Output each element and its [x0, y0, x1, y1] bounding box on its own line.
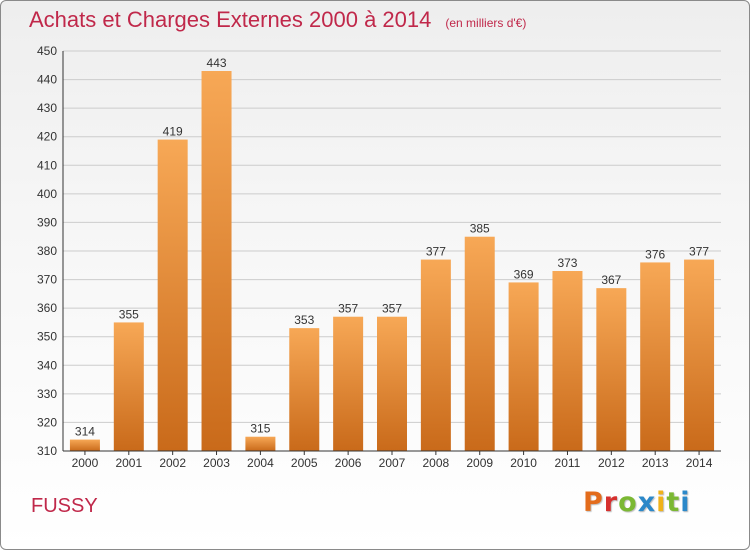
data-label-2000: 314	[75, 425, 95, 439]
logo-letter: o	[618, 487, 638, 518]
x-tick-label-2001: 2001	[115, 456, 142, 470]
y-tick-label-310: 310	[37, 444, 57, 458]
y-tick-label-450: 450	[37, 44, 57, 58]
logo-letter: i	[656, 487, 667, 518]
data-label-2012: 367	[601, 273, 621, 287]
x-tick-label-2003: 2003	[203, 456, 230, 470]
bar-2007	[377, 316, 407, 451]
x-tick-label-2006: 2006	[335, 456, 362, 470]
y-tick-label-370: 370	[37, 273, 57, 287]
data-label-2001: 355	[119, 307, 139, 321]
bar-2003	[201, 71, 232, 451]
data-label-2006: 357	[338, 302, 358, 316]
bar-2002	[157, 139, 188, 452]
data-label-2011: 373	[557, 256, 577, 270]
proxiti-logo: Proxiti	[583, 487, 691, 518]
y-tick-label-380: 380	[37, 244, 57, 258]
y-tick-label-350: 350	[37, 330, 57, 344]
data-label-2013: 376	[645, 247, 665, 261]
bar-2010	[508, 282, 539, 451]
y-tick-label-400: 400	[37, 187, 57, 201]
data-label-2004: 315	[250, 422, 270, 436]
chart-unit: (en milliers d'€)	[445, 16, 527, 30]
bar-2009	[464, 236, 495, 451]
x-tick-label-2008: 2008	[423, 456, 450, 470]
logo-letter: t	[666, 487, 681, 518]
bars	[69, 71, 715, 452]
y-tick-label-340: 340	[37, 358, 57, 372]
data-label-2014: 377	[689, 245, 709, 259]
y-tick-label-440: 440	[37, 73, 57, 87]
x-tick-label-2005: 2005	[291, 456, 318, 470]
bar-2013	[640, 262, 671, 451]
logo-letter: i	[680, 487, 691, 518]
y-tick-label-430: 430	[37, 101, 57, 115]
data-label-2009: 385	[470, 222, 490, 236]
bar-2011	[552, 271, 583, 451]
x-tick-label-2010: 2010	[510, 456, 537, 470]
chart-title: Achats et Charges Externes 2000 à 2014	[29, 7, 432, 32]
x-tick-label-2009: 2009	[466, 456, 493, 470]
x-tick-label-2014: 2014	[686, 456, 713, 470]
data-label-2010: 369	[514, 267, 534, 281]
x-tick-label-2013: 2013	[642, 456, 669, 470]
commune-name: FUSSY	[31, 495, 98, 517]
bar-2006	[333, 316, 364, 451]
logo-letter: r	[603, 487, 619, 518]
logo-letter: x	[637, 487, 657, 518]
logo-letter: P	[583, 487, 604, 518]
bar-2005	[289, 328, 320, 451]
data-label-2003: 443	[207, 56, 227, 70]
y-tick-label-320: 320	[37, 415, 57, 429]
data-label-2007: 357	[382, 302, 402, 316]
data-label-2002: 419	[163, 125, 183, 139]
bar-2000	[69, 439, 100, 451]
axes	[62, 51, 721, 455]
data-label-2008: 377	[426, 245, 446, 259]
y-tick-label-360: 360	[37, 301, 57, 315]
data-label-2005: 353	[294, 313, 314, 327]
bar-2012	[596, 288, 627, 451]
bar-2014	[684, 259, 715, 451]
bar-2001	[113, 322, 144, 451]
y-tick-label-410: 410	[37, 158, 57, 172]
y-tick-label-390: 390	[37, 215, 57, 229]
x-tick-label-2000: 2000	[72, 456, 99, 470]
bar-2004	[245, 436, 276, 451]
x-tick-label-2007: 2007	[379, 456, 406, 470]
y-tick-label-420: 420	[37, 130, 57, 144]
x-tick-label-2011: 2011	[555, 456, 581, 470]
x-tick-label-2012: 2012	[598, 456, 625, 470]
x-tick-label-2002: 2002	[159, 456, 186, 470]
x-tick-label-2004: 2004	[247, 456, 274, 470]
y-tick-label-330: 330	[37, 387, 57, 401]
labels: 310 320 330 340 350 360 370 380 390 400 410 420 430 4…	[37, 44, 713, 470]
bar-2008	[420, 259, 451, 451]
title-row: Achats et Charges Externes 2000 à 2014 (…	[29, 7, 526, 33]
